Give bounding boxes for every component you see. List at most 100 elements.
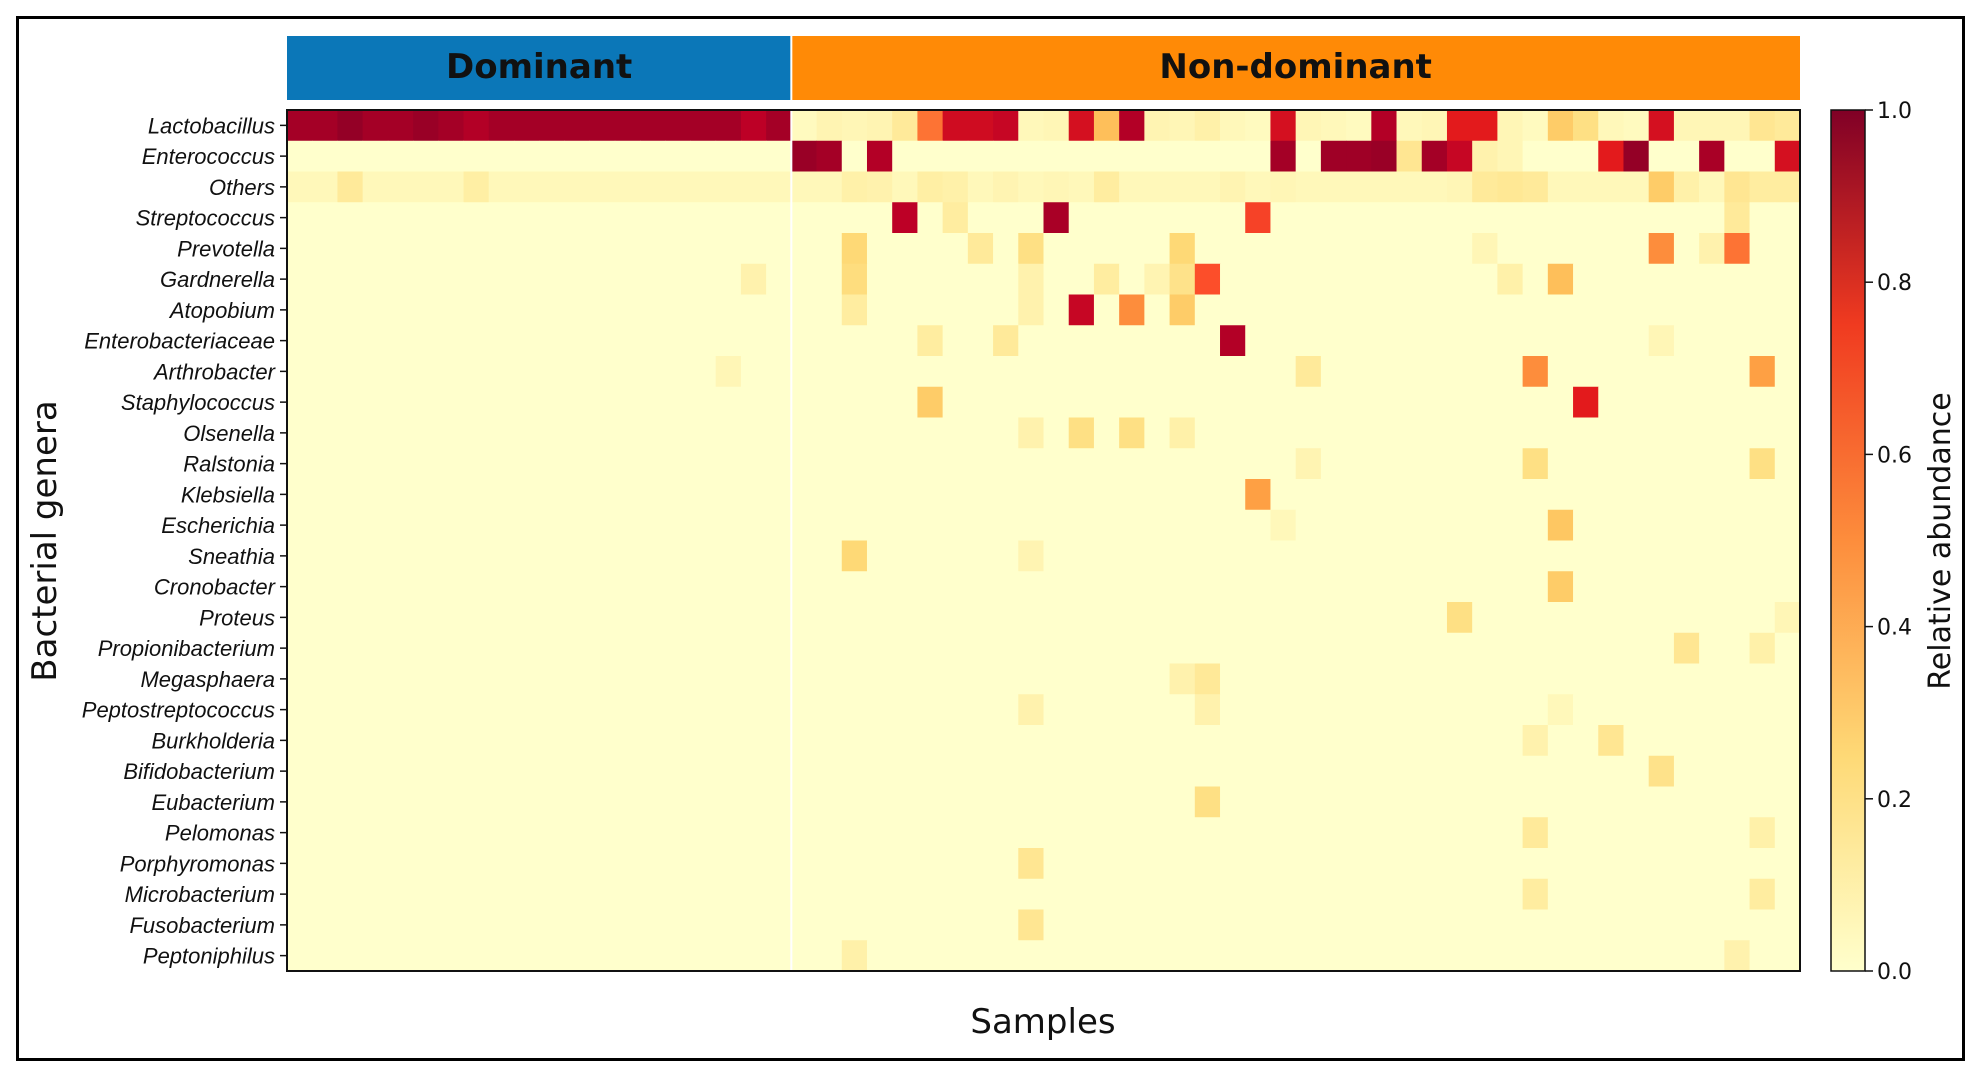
heatmap-cell — [614, 571, 641, 603]
heatmap-cell — [967, 479, 994, 511]
heatmap-cell — [866, 325, 893, 357]
heatmap-cell — [640, 940, 666, 972]
heatmap-cell — [1446, 725, 1473, 757]
heatmap-cell — [816, 171, 843, 203]
heatmap-cell — [1346, 263, 1372, 295]
heatmap-cell — [1472, 663, 1498, 695]
heatmap-cell — [1573, 940, 1599, 972]
row-label: Peptostreptococcus — [82, 698, 275, 723]
heatmap-cell — [1245, 571, 1271, 603]
heatmap-cell — [1295, 632, 1322, 664]
heatmap-cell — [917, 417, 944, 449]
heatmap-cell — [1245, 878, 1271, 910]
heatmap-cell — [463, 140, 490, 172]
heatmap-cell — [1245, 817, 1271, 849]
heatmap-cell — [1220, 878, 1246, 910]
heatmap-cell — [942, 140, 969, 172]
heatmap-cell — [1144, 140, 1170, 172]
heatmap-cell — [1497, 325, 1524, 357]
heatmap-cell — [513, 294, 540, 326]
heatmap-cell — [1245, 632, 1271, 664]
heatmap-cell — [993, 110, 1019, 142]
heatmap-cell — [312, 878, 338, 910]
heatmap-cell — [1270, 540, 1297, 572]
heatmap-cell — [791, 140, 817, 172]
heatmap-cell — [1093, 878, 1120, 910]
colorbar-tick-label: 1.0 — [1877, 99, 1912, 124]
heatmap-cell — [337, 202, 364, 234]
heatmap-cell — [362, 694, 389, 726]
heatmap-cell — [967, 540, 994, 572]
heatmap-cell — [1421, 233, 1448, 265]
heatmap-cell — [1774, 263, 1801, 295]
heatmap-cell — [1169, 817, 1196, 849]
heatmap-cell — [463, 479, 490, 511]
heatmap-cell — [539, 325, 565, 357]
heatmap-cell — [1018, 755, 1044, 787]
heatmap-cell — [942, 263, 969, 295]
heatmap-cell — [614, 171, 641, 203]
heatmap-cell — [917, 479, 944, 511]
heatmap-cell — [337, 325, 364, 357]
heatmap-cell — [1673, 878, 1700, 910]
heatmap-cell — [967, 386, 994, 418]
heatmap-cell — [1396, 602, 1423, 634]
heatmap-cell — [1522, 110, 1549, 142]
heatmap-cell — [1371, 632, 1397, 664]
heatmap-cell — [1774, 571, 1801, 603]
heatmap-cell — [816, 602, 843, 634]
heatmap-cell — [1673, 202, 1700, 234]
heatmap-cell — [1270, 479, 1297, 511]
heatmap-cell — [1144, 509, 1170, 541]
heatmap-cell — [1472, 848, 1498, 880]
heatmap-cell — [1119, 479, 1145, 511]
heatmap-cell — [866, 140, 893, 172]
heatmap-cell — [287, 171, 313, 203]
heatmap-cell — [1220, 909, 1246, 941]
heatmap-cell — [539, 509, 565, 541]
heatmap-cell — [993, 909, 1019, 941]
heatmap-cell — [1270, 878, 1297, 910]
heatmap-cell — [1547, 878, 1574, 910]
heatmap-cell — [1194, 694, 1221, 726]
heatmap-cell — [413, 110, 439, 142]
heatmap-cell — [1018, 479, 1044, 511]
heatmap-cell — [513, 786, 540, 818]
heatmap-cell — [1320, 448, 1347, 480]
heatmap-cell — [866, 479, 893, 511]
heatmap-cell — [589, 417, 616, 449]
heatmap-cell — [1623, 632, 1650, 664]
heatmap-cell — [690, 694, 717, 726]
heatmap-cell — [942, 909, 969, 941]
heatmap-cell — [1421, 755, 1448, 787]
heatmap-cell — [1119, 202, 1145, 234]
heatmap-cell — [1774, 509, 1801, 541]
heatmap-cell — [1295, 294, 1322, 326]
heatmap-cell — [1018, 694, 1044, 726]
heatmap-cell — [337, 448, 364, 480]
heatmap-cell — [1396, 263, 1423, 295]
heatmap-cell — [766, 632, 792, 664]
heatmap-cell — [1547, 725, 1574, 757]
heatmap-cell — [1749, 110, 1776, 142]
heatmap-cell — [438, 909, 464, 941]
heatmap-cell — [1699, 602, 1725, 634]
heatmap-cell — [1749, 140, 1776, 172]
heatmap-cell — [1598, 509, 1624, 541]
heatmap-cell — [463, 571, 490, 603]
heatmap-cell — [1295, 325, 1322, 357]
heatmap-cell — [362, 602, 389, 634]
heatmap-cell — [791, 632, 817, 664]
heatmap-cell — [1371, 325, 1397, 357]
heatmap-cell — [1320, 848, 1347, 880]
heatmap-cell — [1396, 694, 1423, 726]
heatmap-cell — [438, 663, 464, 695]
heatmap-cell — [564, 417, 590, 449]
heatmap-cell — [413, 356, 439, 388]
heatmap-cell — [1573, 725, 1599, 757]
heatmap-cell — [1573, 602, 1599, 634]
heatmap-cell — [337, 479, 364, 511]
heatmap-cell — [1699, 786, 1725, 818]
heatmap-cell — [463, 294, 490, 326]
heatmap-cell — [766, 448, 792, 480]
